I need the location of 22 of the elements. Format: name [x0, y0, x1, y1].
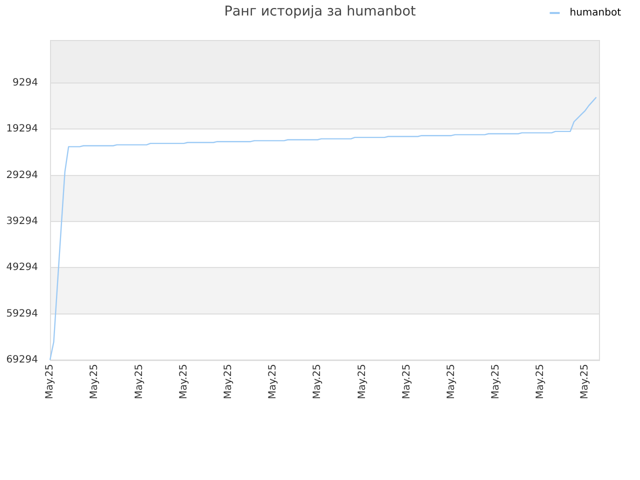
x-tick-label: May.25 [356, 364, 368, 400]
chart-title: Ранг историја за humanbot [224, 4, 416, 20]
legend-label: humanbot [570, 8, 622, 19]
x-tick-label: May.25 [446, 364, 457, 400]
x-tick-label: May.25 [401, 364, 412, 400]
x-tick-label: May.25 [178, 364, 190, 400]
x-tick-label: May.25 [222, 364, 234, 400]
y-tick-label: 49294 [6, 262, 38, 274]
x-tick-label: May.25 [44, 364, 56, 400]
x-tick-label: May.25 [134, 364, 145, 400]
x-tick-label: May.25 [89, 364, 100, 400]
y-tick-label: 59294 [6, 308, 38, 320]
x-tick-label: May.25 [535, 364, 546, 400]
x-tick-label: May.25 [580, 364, 591, 400]
x-tick-label: May.25 [312, 364, 324, 400]
y-tick-label: 19294 [6, 124, 38, 135]
y-tick-label: 69294 [6, 354, 38, 366]
y-tick-label: 39294 [6, 216, 38, 228]
y-tick-label: 9294 [12, 78, 38, 89]
y-tick-label: 29294 [6, 170, 38, 181]
x-tick-label: May.25 [490, 364, 502, 400]
x-tick-label: May.25 [268, 364, 279, 400]
